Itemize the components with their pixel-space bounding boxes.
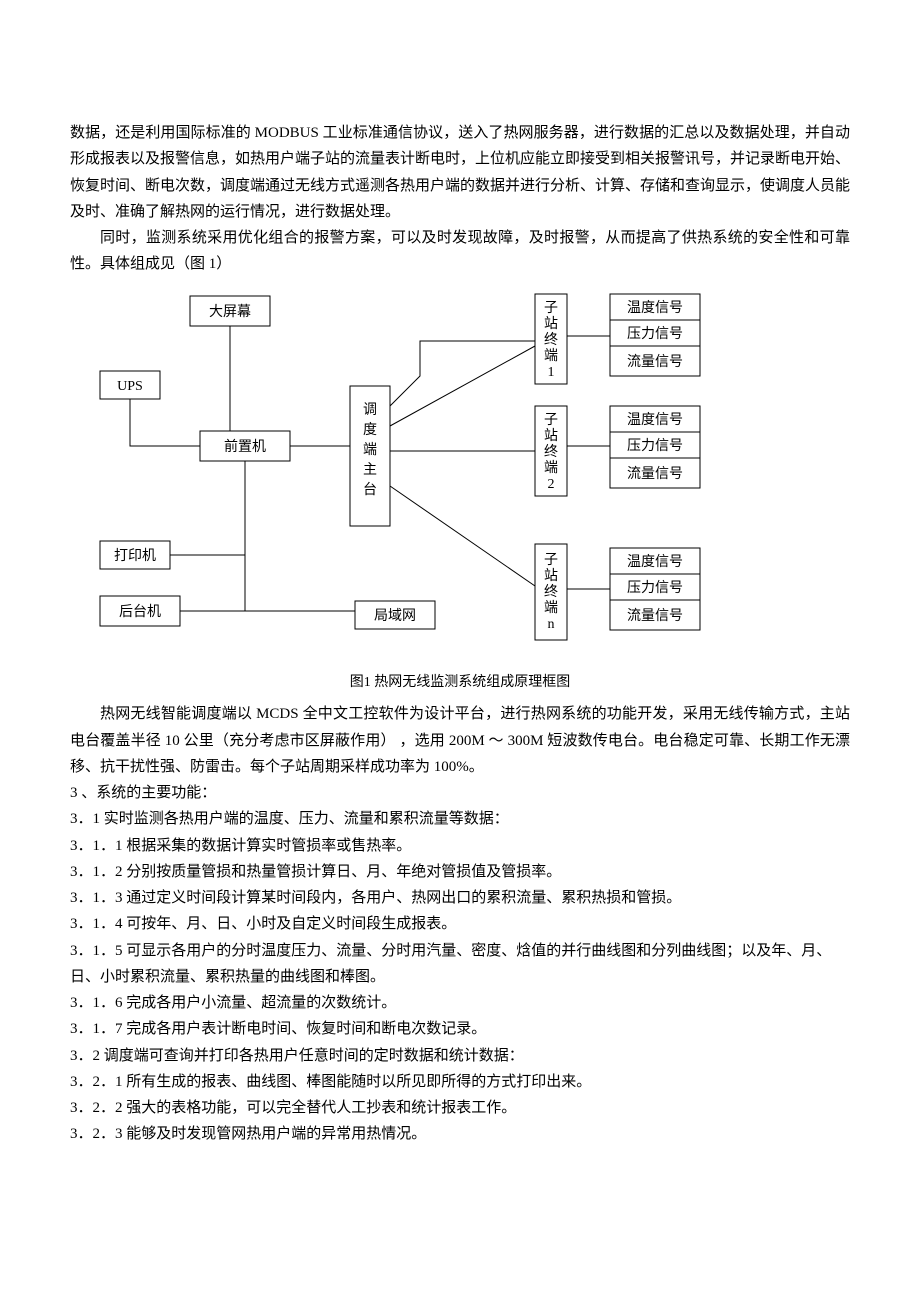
list-item: 3．1．7 完成各用户表计断电时间、恢复时间和断电次数记录。 (70, 1016, 850, 1042)
label-dispatch-1: 度 (363, 422, 377, 438)
list-item: 3．1．2 分别按质量管损和热量管损计算日、月、年绝对管损值及管损率。 (70, 859, 850, 885)
label-sign-flow: 流量信号 (627, 608, 683, 624)
list-item: 3．2．2 强大的表格功能，可以完全替代人工抄表和统计报表工作。 (70, 1095, 850, 1121)
label-sub1-0: 子 (544, 300, 558, 316)
label-dispatch-2: 端 (363, 442, 377, 458)
diagram-svg: 大屏幕 UPS 前置机 打印机 后台机 局域网 调 度 端 主 台 (70, 286, 710, 656)
label-sub1-2: 终 (544, 332, 558, 348)
label-sub2-1: 站 (544, 428, 558, 444)
figure-caption: 图1 热网无线监测系统组成原理框图 (70, 671, 850, 696)
label-subn-0: 子 (544, 552, 558, 568)
label-sub1-4: 1 (548, 365, 555, 380)
edge-dispatch-sub1b (390, 346, 535, 426)
label-printer: 打印机 (114, 547, 156, 564)
label-subn-2: 终 (544, 584, 558, 600)
label-sign-press: 压力信号 (627, 580, 683, 596)
label-subn-4: n (548, 617, 555, 632)
label-sub1-1: 站 (544, 316, 558, 332)
label-front: 前置机 (224, 438, 266, 455)
list-item: 3．1．1 根据采集的数据计算实时管损率或售热率。 (70, 833, 850, 859)
label-bigscreen: 大屏幕 (209, 304, 251, 320)
label-sig1-press: 压力信号 (627, 326, 683, 342)
label-dispatch-3: 主 (363, 462, 377, 478)
list-item: 3．1 实时监测各热用户端的温度、压力、流量和累积流量等数据： (70, 806, 850, 832)
label-sig2-temp: 温度信号 (627, 412, 683, 428)
document-page: 数据，还是利用国际标准的 MODBUS 工业标准通信协议，送入了热网服务器，进行… (0, 0, 920, 1228)
paragraph-3: 热网无线智能调度端以 MCDS 全中文工控软件为设计平台，进行热网系统的功能开发… (70, 701, 850, 780)
list-item: 3．2．1 所有生成的报表、曲线图、棒图能随时以所见即所得的方式打印出来。 (70, 1069, 850, 1095)
label-subn-3: 端 (544, 600, 558, 616)
label-sub2-0: 子 (544, 412, 558, 428)
list-item: 3．1．5 可显示各用户的分时温度压力、流量、分时用汽量、密度、焓值的并行曲线图… (70, 938, 850, 991)
label-sub2-4: 2 (548, 477, 555, 492)
edge-ups-front (130, 399, 200, 446)
label-sig2-flow: 流量信号 (627, 466, 683, 482)
list-item: 3．1．6 完成各用户小流量、超流量的次数统计。 (70, 990, 850, 1016)
label-sub2-2: 终 (544, 444, 558, 460)
label-sig1-temp: 温度信号 (627, 300, 683, 316)
label-back: 后台机 (119, 604, 161, 620)
figure-1: 大屏幕 UPS 前置机 打印机 后台机 局域网 调 度 端 主 台 (70, 286, 850, 696)
paragraph-2: 同时，监测系统采用优化组合的报警方案，可以及时发现故障，及时报警，从而提高了供热… (70, 225, 850, 278)
list-item: 3．2 调度端可查询并打印各热用户任意时间的定时数据和统计数据： (70, 1043, 850, 1069)
label-sub1-3: 端 (544, 348, 558, 364)
label-subn-1: 站 (544, 568, 558, 584)
list-item: 3 、系统的主要功能： (70, 780, 850, 806)
label-sig2-press: 压力信号 (627, 438, 683, 454)
label-sign-temp: 温度信号 (627, 554, 683, 570)
feature-list: 3 、系统的主要功能：3．1 实时监测各热用户端的温度、压力、流量和累积流量等数… (70, 780, 850, 1148)
label-dispatch-4: 台 (363, 482, 377, 498)
list-item: 3．1．3 通过定义时间段计算某时间段内，各用户、热网出口的累积流量、累积热损和… (70, 885, 850, 911)
list-item: 3．1．4 可按年、月、日、小时及自定义时间段生成报表。 (70, 911, 850, 937)
edge-dispatch-sub1a (390, 341, 500, 406)
label-sub2-3: 端 (544, 460, 558, 476)
edge-dispatch-subn (390, 486, 535, 586)
label-sig1-flow: 流量信号 (627, 354, 683, 370)
label-lan: 局域网 (374, 608, 416, 624)
label-dispatch-0: 调 (363, 402, 377, 418)
paragraph-1: 数据，还是利用国际标准的 MODBUS 工业标准通信协议，送入了热网服务器，进行… (70, 120, 850, 225)
list-item: 3．2．3 能够及时发现管网热用户端的异常用热情况。 (70, 1121, 850, 1147)
label-ups: UPS (117, 379, 143, 394)
